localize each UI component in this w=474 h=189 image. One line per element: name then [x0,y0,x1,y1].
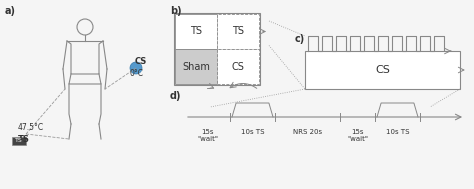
Text: 0°C: 0°C [130,70,144,78]
Text: 10s TS: 10s TS [386,129,409,135]
FancyBboxPatch shape [12,137,26,145]
Text: 10s TS: 10s TS [241,129,264,135]
Text: CS: CS [135,57,147,66]
Text: "wait": "wait" [197,136,218,142]
Text: 15s: 15s [201,129,214,135]
FancyBboxPatch shape [217,14,259,49]
Circle shape [130,62,142,74]
Text: d): d) [170,91,182,101]
FancyBboxPatch shape [217,49,259,84]
Text: CS: CS [232,61,245,71]
FancyBboxPatch shape [305,51,460,89]
Text: CS: CS [375,65,390,75]
Text: TS: TS [15,139,23,143]
Text: TS: TS [232,26,244,36]
FancyBboxPatch shape [175,14,217,49]
Text: b): b) [170,6,182,16]
Text: TS: TS [18,135,30,143]
Text: 47.5°C: 47.5°C [18,122,44,132]
Text: Sham: Sham [182,61,210,71]
FancyBboxPatch shape [174,13,260,85]
FancyBboxPatch shape [175,49,217,84]
Text: 15s: 15s [351,129,364,135]
Text: "wait": "wait" [347,136,368,142]
Text: a): a) [5,6,16,16]
Text: NRS 20s: NRS 20s [293,129,322,135]
Text: c): c) [295,34,305,44]
Text: TS: TS [190,26,202,36]
